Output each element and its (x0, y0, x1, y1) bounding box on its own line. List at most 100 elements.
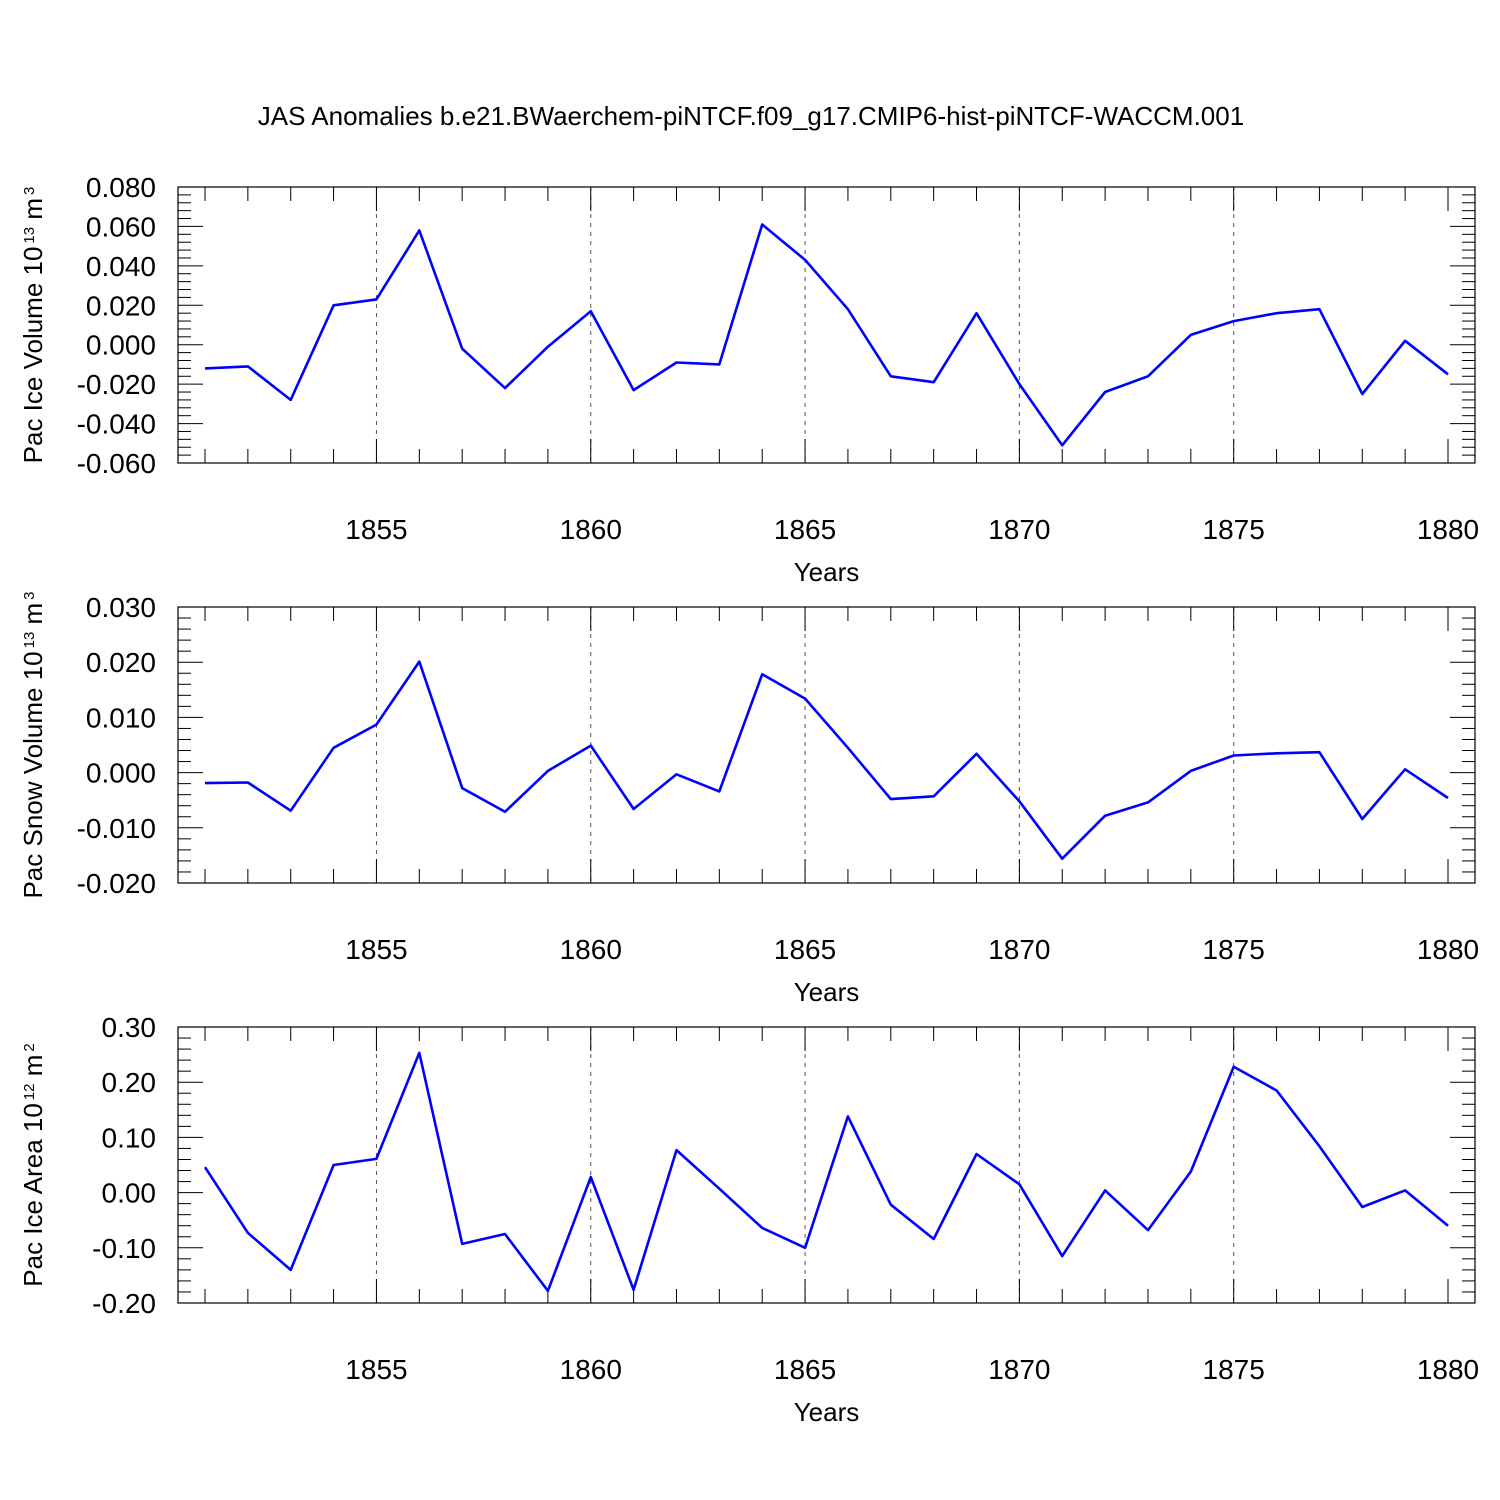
data-point (1275, 1089, 1278, 1092)
x-tick-label: 1870 (988, 514, 1050, 545)
data-point (289, 809, 292, 812)
data-point (1447, 373, 1450, 376)
data-point (247, 781, 250, 784)
x-tick-label: 1875 (1203, 514, 1265, 545)
data-point (1447, 797, 1450, 800)
data-point (718, 1187, 721, 1190)
y-axis-title: Pac Ice Volume 1013 m3 (18, 187, 48, 464)
data-point (1147, 375, 1150, 378)
y-tick-label: -0.060 (77, 448, 156, 479)
y-tick-label: 0.010 (86, 702, 156, 733)
data-point (1404, 768, 1407, 771)
x-tick-label: 1870 (988, 934, 1050, 965)
data-line (204, 660, 1449, 861)
y-axis-title: Pac Ice Area 1012 m2 (18, 1043, 48, 1286)
y-tick-label: -0.20 (92, 1288, 156, 1319)
x-tick-label: 1855 (345, 934, 407, 965)
data-point (547, 770, 550, 773)
y-tick-label: 0.10 (102, 1122, 157, 1153)
y-axis-title: Pac Snow Volume 1013 m3 (18, 591, 48, 898)
data-point (1018, 383, 1021, 386)
y-tick-label: 0.020 (86, 647, 156, 678)
x-tick-label: 1865 (774, 1354, 836, 1385)
data-point (889, 1203, 892, 1206)
data-point (1318, 308, 1321, 311)
data-point (375, 298, 378, 301)
y-tick-label: 0.00 (102, 1178, 157, 1209)
x-tick-label: 1860 (560, 514, 622, 545)
data-point (889, 798, 892, 801)
data-point (504, 387, 507, 390)
data-point (847, 746, 850, 749)
y-tick-label: 0.020 (86, 290, 156, 321)
x-axis-title: Years (794, 1397, 860, 1427)
y-tick-label: 0.060 (86, 211, 156, 242)
data-point (1147, 801, 1150, 804)
data-point (675, 773, 678, 776)
data-point (547, 1290, 550, 1293)
data-point (1318, 1145, 1321, 1148)
data-point (932, 381, 935, 384)
data-point (847, 1115, 850, 1118)
data-point (204, 1166, 207, 1169)
data-point (632, 808, 635, 811)
data-point (1361, 393, 1364, 396)
y-tick-label: 0.30 (102, 1012, 157, 1043)
x-tick-label: 1880 (1417, 1354, 1479, 1385)
data-point (1061, 1255, 1064, 1258)
data-point (204, 782, 207, 785)
x-tick-label: 1870 (988, 1354, 1050, 1385)
panels: 0.080 0.060 0.040 0.020 0.000 -0.020 -0.040 -0.… (18, 172, 1479, 1427)
data-point (804, 1247, 807, 1250)
y-tick-label: -0.10 (92, 1233, 156, 1264)
data-point (1361, 818, 1364, 821)
y-tick-label: 0.030 (86, 592, 156, 623)
data-point (461, 1243, 464, 1246)
chart-panel-3: 0.30 0.20 0.10 0.00 -0.10 -0.20 1855 1860 1865 18… (18, 1012, 1479, 1427)
data-point (1018, 1183, 1021, 1186)
data-point (761, 1227, 764, 1230)
data-point (375, 723, 378, 726)
x-tick-label: 1865 (774, 514, 836, 545)
data-point (1404, 1189, 1407, 1192)
chart-panel-1: 0.080 0.060 0.040 0.020 0.000 -0.020 -0.040 -0.… (18, 172, 1479, 587)
y-tick-label: 0.080 (86, 172, 156, 203)
x-axis-title: Years (794, 557, 860, 587)
x-tick-label: 1855 (345, 1354, 407, 1385)
data-point (1232, 1065, 1235, 1068)
data-point (589, 1176, 592, 1179)
x-tick-label: 1855 (345, 514, 407, 545)
x-tick-label: 1875 (1203, 934, 1265, 965)
data-point (932, 795, 935, 798)
data-point (332, 1164, 335, 1167)
data-point (332, 304, 335, 307)
data-point (461, 787, 464, 790)
data-point (418, 229, 421, 232)
data-point (718, 363, 721, 366)
x-tick-label: 1860 (560, 1354, 622, 1385)
data-point (761, 673, 764, 676)
data-point (589, 310, 592, 313)
data-point (1447, 1224, 1450, 1227)
x-tick-label: 1880 (1417, 514, 1479, 545)
data-point (504, 1233, 507, 1236)
y-tick-label: 0.000 (86, 758, 156, 789)
x-tick-label: 1860 (560, 934, 622, 965)
data-point (718, 790, 721, 793)
data-point (675, 361, 678, 364)
data-point (889, 375, 892, 378)
data-point (975, 1153, 978, 1156)
data-point (632, 1288, 635, 1291)
x-tick-label: 1875 (1203, 1354, 1265, 1385)
data-point (1275, 312, 1278, 315)
data-point (332, 746, 335, 749)
y-tick-label: -0.040 (77, 409, 156, 440)
data-point (1061, 444, 1064, 447)
data-point (1232, 320, 1235, 323)
data-point (204, 367, 207, 370)
data-point (804, 259, 807, 262)
data-point (1190, 770, 1193, 773)
data-point (418, 660, 421, 663)
y-tick-label: 0.040 (86, 251, 156, 282)
